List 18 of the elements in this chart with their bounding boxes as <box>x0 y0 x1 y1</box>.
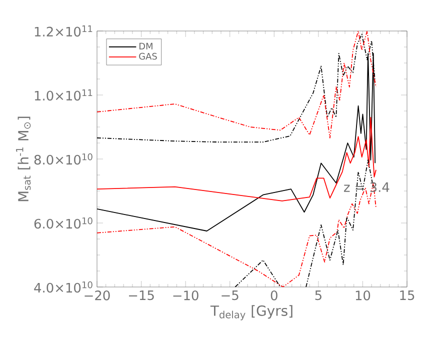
y-axis-title: M$_{sat}$ [h$^{-1}$ M$_{⊙}$] <box>16 116 31 202</box>
x-tick-label: −20 <box>84 290 110 300</box>
annotation: z = 3.4 <box>344 182 390 192</box>
y-tick-label: 8.0×10$^{10}$ <box>34 153 92 165</box>
x-tick-label: 5 <box>315 290 322 300</box>
x-tick-label: 10 <box>356 290 370 300</box>
y-tick-label: 6.0×10$^{10}$ <box>34 217 92 229</box>
x-tick-label: 0 <box>270 290 278 300</box>
x-axis-title: T$_{delay}$ [Gyrs] <box>210 305 292 320</box>
legend-label: DM <box>139 42 152 50</box>
x-tick-label: 15 <box>400 290 414 300</box>
y-tick-label: 4.0×10$^{10}$ <box>34 281 92 293</box>
x-tick-label: −15 <box>128 290 154 300</box>
x-tick-label: −5 <box>222 290 238 300</box>
legend-label: GAS <box>139 52 157 60</box>
x-tick-label: −10 <box>173 290 198 300</box>
y-tick-label: 1.2×10$^{11}$ <box>34 25 92 37</box>
y-tick-label: 1.0×10$^{11}$ <box>34 89 92 101</box>
